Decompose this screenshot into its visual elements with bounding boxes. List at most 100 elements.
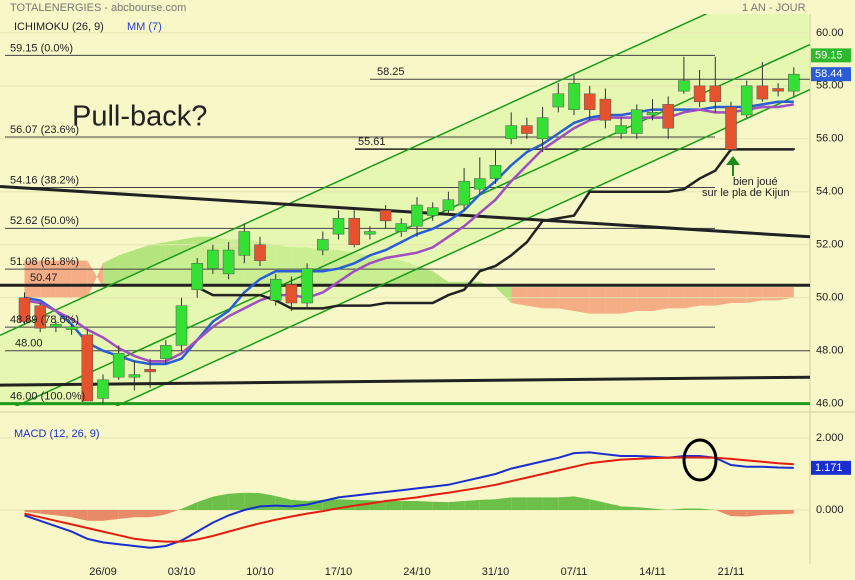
histogram-area <box>605 502 622 510</box>
histogram-area <box>55 510 72 518</box>
candle-body <box>678 80 690 92</box>
x-tick-label: 24/10 <box>403 566 431 578</box>
candle-body <box>505 125 517 140</box>
cloud <box>589 287 606 314</box>
candle-body <box>222 249 235 275</box>
histogram-area <box>103 510 119 521</box>
cloud <box>24 260 41 298</box>
candle-body <box>521 125 533 134</box>
histogram-area <box>244 492 260 510</box>
overlay: TOTALENERGIES - abcbourse.com 1 AN - JOU… <box>10 2 851 578</box>
price-panel <box>0 14 810 406</box>
x-tick-label: 31/10 <box>482 566 510 578</box>
y-tick-label: 52.00 <box>816 239 844 251</box>
candle-body <box>301 268 313 304</box>
histogram-area <box>479 499 496 510</box>
y-tick-label: 58.00 <box>816 80 844 92</box>
level-label: 50.47 <box>30 272 58 284</box>
annotation: sur le pla de Kijun <box>702 187 789 199</box>
cloud <box>71 260 88 298</box>
histogram-area <box>731 510 747 517</box>
trend-line <box>0 14 708 337</box>
y-tick-label: 0.000 <box>816 504 844 516</box>
legend-entry: ICHIMOKU (26, 9) <box>14 21 104 33</box>
candle-body <box>160 345 172 359</box>
cloud <box>731 287 747 304</box>
histogram-area <box>118 510 135 519</box>
trend-line <box>114 88 810 406</box>
cloud <box>778 287 794 301</box>
candle-body <box>112 353 125 378</box>
candle-body <box>599 98 612 121</box>
x-tick-label: 21/11 <box>718 566 745 578</box>
candle-body <box>489 165 502 179</box>
candle-body <box>285 284 298 304</box>
candle-body <box>772 88 784 92</box>
x-tick-label: 03/10 <box>168 566 196 578</box>
macd-panel <box>0 437 810 549</box>
candle-body <box>175 305 188 346</box>
histogram-area <box>511 497 527 510</box>
cloud <box>636 287 653 311</box>
trend-line <box>0 184 810 239</box>
cloud <box>715 287 731 306</box>
candle-body <box>144 368 156 373</box>
price-box-label: 1.171 <box>815 462 843 474</box>
level-label: 48.00 <box>15 338 43 350</box>
cloud <box>652 287 669 311</box>
cloud <box>87 260 103 298</box>
candle-body <box>348 218 360 246</box>
histogram-area <box>668 508 684 510</box>
cloud <box>417 265 433 288</box>
histogram-area <box>197 496 213 510</box>
y-tick-label: 2.000 <box>816 432 844 444</box>
cloud <box>699 287 716 306</box>
y-tick-label: 54.00 <box>816 186 844 198</box>
histogram-area <box>165 508 182 515</box>
candle-body <box>426 207 439 216</box>
x-tick-label: 10/10 <box>246 566 274 578</box>
x-tick-label: 07/11 <box>561 566 588 578</box>
candle-body <box>693 85 706 102</box>
histogram-area <box>212 493 229 510</box>
histogram-area <box>401 501 417 510</box>
histogram-area <box>71 510 88 521</box>
level-label: 58.25 <box>377 66 405 78</box>
candle-body <box>709 85 722 102</box>
histogram-area <box>464 499 480 510</box>
histogram-area <box>417 501 433 510</box>
y-tick-label: 48.00 <box>816 345 844 357</box>
histogram-area <box>589 499 606 510</box>
candle-body <box>379 210 392 222</box>
circle-annotation <box>682 438 718 482</box>
histogram-area <box>746 510 763 517</box>
candle-body <box>442 199 455 211</box>
candle-body <box>583 93 596 110</box>
candle-body <box>81 334 94 402</box>
histogram-area <box>778 510 794 515</box>
candle-body <box>631 109 643 134</box>
cloud <box>746 287 763 304</box>
histogram-area <box>260 493 276 510</box>
candle-body <box>332 218 345 235</box>
histogram-area <box>652 508 669 510</box>
candle-body <box>662 104 674 129</box>
histogram-area <box>322 499 339 510</box>
chart-title: TOTALENERGIES - abcbourse.com <box>10 2 186 14</box>
histogram-area <box>181 502 198 510</box>
candle-body <box>740 85 753 116</box>
histogram-area <box>134 510 151 518</box>
candle-body <box>395 223 408 232</box>
cloud <box>55 260 72 298</box>
x-tick-label: 17/10 <box>325 566 353 578</box>
candle-body <box>238 231 251 256</box>
candle-body <box>568 82 580 110</box>
cloud <box>432 271 449 288</box>
candle-body <box>725 106 737 150</box>
annotation: bien joué <box>733 176 778 188</box>
histogram-area <box>558 496 574 510</box>
level-label: 46.00 (100.0%) <box>10 391 85 403</box>
histogram-area <box>621 506 637 510</box>
x-tick-label: 26/09 <box>89 566 117 578</box>
price-box-label: 59.15 <box>815 49 843 61</box>
